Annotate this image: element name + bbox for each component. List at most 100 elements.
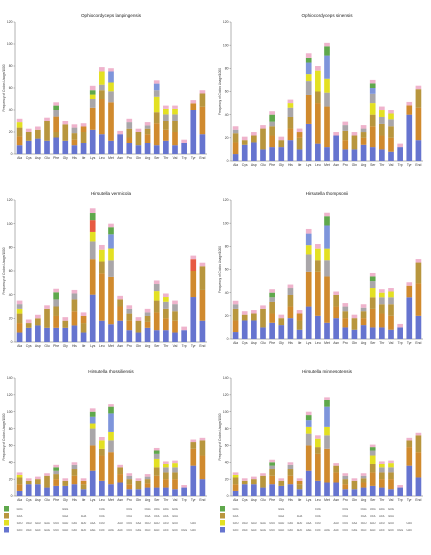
bar-segment — [181, 139, 187, 143]
bar-segment — [342, 306, 349, 312]
y-tick-label: 80 — [225, 67, 229, 71]
bar-segment — [388, 460, 394, 464]
x-tick-label: End — [415, 341, 421, 345]
x-tick-label: His — [72, 344, 77, 348]
bar-segment — [153, 450, 160, 454]
legend-codon: CGG — [145, 507, 151, 511]
bar-segment — [315, 70, 321, 92]
bar-segment — [305, 81, 312, 95]
bar-segment — [53, 464, 59, 468]
legend-codon: GUU — [388, 521, 394, 525]
x-tick-label: Pro — [127, 344, 132, 348]
bar-segment — [108, 82, 114, 92]
bar-segment — [108, 227, 114, 235]
bar-segment — [89, 294, 96, 342]
legend-codon: GUG — [172, 507, 178, 511]
bar-segment — [260, 128, 266, 150]
bar-segment — [62, 121, 69, 125]
x-tick-label: Phe — [53, 344, 59, 348]
legend-codon: AUG — [324, 528, 330, 532]
y-tick-label: 0 — [227, 159, 229, 163]
bar-segment — [99, 249, 105, 262]
bar-segment — [53, 485, 59, 496]
bar-segment — [397, 323, 403, 328]
x-tick-label: Arg — [145, 344, 150, 348]
x-tick-label: Tyr — [407, 163, 413, 167]
bar-segment — [117, 299, 123, 307]
bar-segment — [135, 478, 142, 481]
bar-segment — [71, 299, 78, 312]
y-tick-label: 120 — [7, 20, 13, 24]
bar-segment — [278, 480, 285, 486]
bar-segment — [305, 433, 312, 446]
bar-segment — [144, 308, 151, 313]
bar-segment — [351, 480, 358, 490]
x-tick-label: Tyr — [191, 498, 197, 502]
bar-segment — [333, 132, 339, 136]
bar-segment — [360, 475, 367, 479]
bar-segment — [117, 467, 123, 475]
bar-segment — [360, 478, 367, 483]
bar-segment — [16, 313, 23, 324]
bar-segment — [80, 332, 87, 342]
bar-segment — [89, 94, 96, 99]
bar-segment — [379, 461, 385, 464]
bar-segment — [71, 464, 78, 470]
bar-segment — [296, 484, 303, 490]
bar-segment — [16, 145, 23, 154]
bar-segment — [260, 487, 266, 496]
bar-segment — [80, 489, 87, 496]
bar-segment — [342, 318, 349, 328]
y-tick-label: 80 — [225, 427, 229, 431]
bar-segment — [62, 327, 69, 342]
bar-segment — [153, 312, 160, 331]
bar-segment — [342, 475, 349, 480]
bar-segment — [135, 480, 142, 490]
x-tick-label: Asn — [117, 156, 123, 160]
bar-segment — [287, 484, 294, 496]
bar-segment — [199, 134, 206, 154]
bar-segment — [163, 330, 169, 342]
y-tick-label: 60 — [9, 444, 13, 448]
y-tick-label: 100 — [223, 410, 229, 414]
bar-segment — [305, 254, 312, 272]
bar-segment — [172, 311, 178, 321]
bar-segment — [99, 90, 105, 99]
bar-segment — [296, 478, 303, 481]
legend-codon: CAG — [352, 528, 358, 532]
x-tick-label: Glu — [44, 156, 49, 160]
bar-segment — [260, 308, 266, 328]
y-tick-label: 120 — [7, 198, 13, 202]
legend-codon: AUC — [297, 528, 303, 532]
y-tick-label: 100 — [7, 222, 13, 226]
bar-segment — [126, 128, 133, 138]
x-tick-label: Leu — [315, 163, 321, 167]
bar-segment — [415, 283, 422, 316]
bar-segment — [369, 450, 376, 456]
x-tick-label: Ile — [298, 163, 302, 167]
bar-segment — [163, 108, 169, 115]
bar-segment — [351, 478, 358, 481]
legend-codon: UGU — [26, 521, 32, 525]
bar-segment — [324, 322, 330, 339]
bar-segment — [25, 323, 32, 328]
legend-codon: ACA — [379, 514, 385, 518]
legend-swatch — [4, 520, 9, 526]
bar-segment — [415, 315, 422, 339]
x-tick-label: Ser — [154, 156, 160, 160]
bar-segment — [296, 489, 303, 496]
legend-codon: CUA — [99, 514, 105, 518]
bar-segment — [278, 478, 285, 481]
legend-codon: CUA — [315, 514, 321, 518]
bar-segment — [126, 143, 133, 154]
bar-segment — [388, 119, 394, 127]
y-tick-label: 40 — [9, 460, 13, 464]
bar-segment — [232, 308, 239, 321]
x-tick-label: End — [199, 156, 205, 160]
bar-segment — [406, 297, 413, 339]
x-tick-label: Gly — [63, 156, 68, 160]
bar-segment — [241, 311, 248, 315]
bar-segment — [241, 144, 248, 161]
chart-svg: Hirsutella minnesotensis Frequency of Cod… — [218, 369, 423, 533]
bar-segment — [232, 133, 239, 143]
